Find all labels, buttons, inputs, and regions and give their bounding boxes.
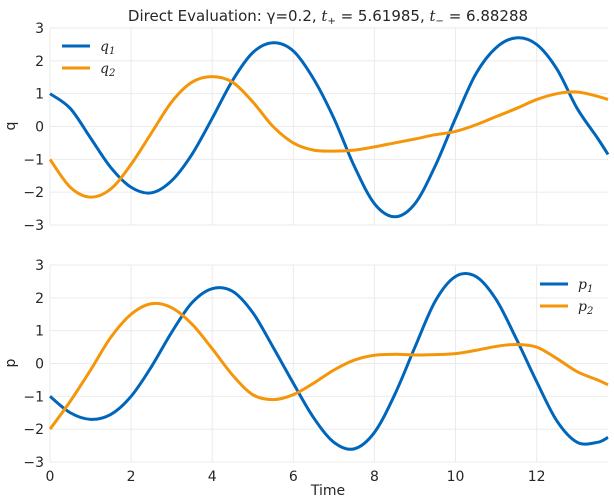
y-tick-labels-q: −3 −2 −1 0 1 2 3 — [23, 21, 44, 234]
y-axis-label-p: p — [3, 358, 19, 367]
y-tick-label: 2 — [35, 54, 44, 70]
series-lines-q — [48, 36, 610, 219]
y-axis-label-q: q — [3, 122, 19, 131]
chart-title: Direct Evaluation: γ=0.2, t+ = 5.61985, … — [128, 7, 528, 27]
x-tick-labels: 0 2 4 6 8 10 12 — [46, 469, 546, 485]
grid-q — [49, 27, 608, 226]
y-tick-label: 3 — [35, 21, 44, 37]
legend-label-p2: p2 — [578, 299, 593, 317]
x-tick-label: 8 — [370, 469, 379, 485]
y-tick-label: −1 — [23, 389, 44, 405]
y-tick-label: −2 — [23, 422, 44, 438]
legend-label-q2: q2 — [100, 61, 115, 79]
legend-label-q1: q1 — [100, 39, 115, 57]
x-tick-label: 2 — [127, 469, 136, 485]
series-line-q2 — [48, 75, 609, 199]
x-tick-label: 10 — [447, 469, 465, 485]
y-tick-label: −3 — [23, 455, 44, 471]
y-tick-label: 3 — [35, 258, 44, 274]
x-tick-label: 12 — [528, 469, 546, 485]
y-tick-label: −1 — [23, 152, 44, 168]
y-tick-label: 1 — [35, 324, 44, 340]
y-tick-label: 0 — [35, 357, 44, 373]
y-tick-label: 2 — [35, 291, 44, 307]
panel-q: −3 −2 −1 0 1 2 3 q q1 q2 — [3, 21, 610, 234]
x-axis-label: Time — [310, 483, 345, 499]
y-tick-label: 0 — [35, 120, 44, 136]
x-tick-label: 6 — [289, 469, 298, 485]
series-line-p1 — [49, 272, 609, 451]
legend-q: q1 q2 — [62, 39, 115, 79]
x-tick-label: 0 — [46, 469, 55, 485]
series-line-q1 — [49, 36, 610, 219]
series-line-p2 — [48, 301, 609, 431]
x-tick-label: 4 — [208, 469, 217, 485]
y-tick-label: −2 — [23, 185, 44, 201]
y-tick-label: −3 — [23, 218, 44, 234]
series-lines-p — [48, 272, 609, 451]
y-tick-label: 1 — [35, 87, 44, 103]
legend-label-p1: p1 — [578, 277, 593, 295]
grid-p — [49, 264, 608, 463]
y-tick-labels-p: −3 −2 −1 0 1 2 3 — [23, 258, 44, 471]
legend-p: p1 p2 — [540, 277, 593, 317]
